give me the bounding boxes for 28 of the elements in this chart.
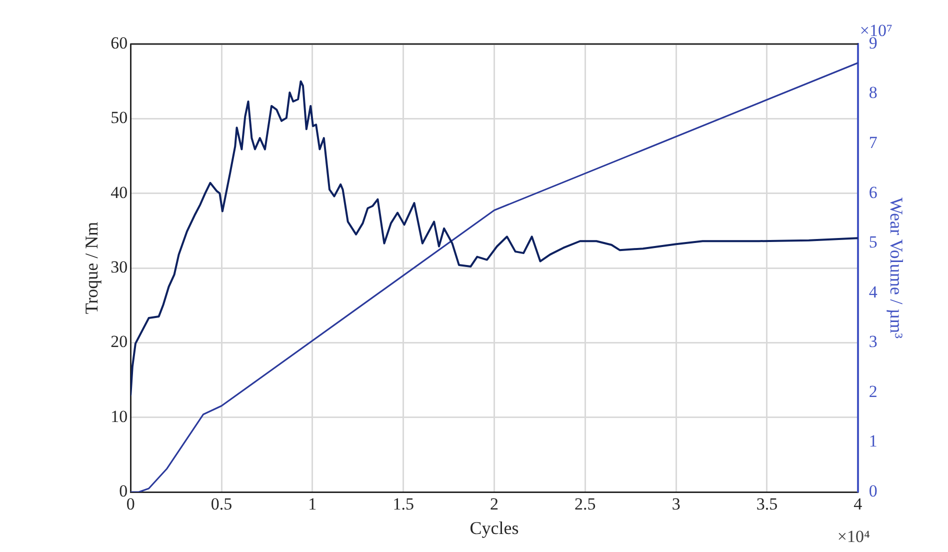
y2-axis-title: Wear Volume / µm³ xyxy=(886,197,906,340)
x-tick-label: 2.5 xyxy=(574,494,596,514)
x-tick-label: 1.5 xyxy=(392,494,414,514)
x-axis-title: Cycles xyxy=(470,518,519,538)
y2-tick-label: 7 xyxy=(868,133,878,152)
x-tick-label: 2 xyxy=(490,494,498,514)
y2-tick-label: 2 xyxy=(868,382,878,401)
y-tick-label: 30 xyxy=(110,257,128,276)
y-tick-label: 10 xyxy=(110,406,128,426)
y2-tick-label: 5 xyxy=(868,232,878,252)
y2-tick-label: 8 xyxy=(868,83,878,102)
x-tick-label: 1 xyxy=(308,494,317,514)
y2-tick-label: 6 xyxy=(868,182,878,202)
y2-tick-label: 0 xyxy=(868,481,878,500)
y2-tick-label: 1 xyxy=(868,432,878,451)
y-tick-label: 0 xyxy=(119,481,128,500)
y2-tick-label: 3 xyxy=(868,332,878,352)
y-tick-label: 20 xyxy=(110,332,128,352)
x-tick-label: 4 xyxy=(854,494,863,514)
text: ×10⁴ xyxy=(837,527,870,546)
y-tick-label: 40 xyxy=(110,182,128,202)
y-tick-label: 50 xyxy=(110,108,128,128)
y-tick-label: 60 xyxy=(110,33,128,52)
x-tick-label: 3.5 xyxy=(756,494,778,514)
y-axis-title: Troque / Nm xyxy=(82,222,102,314)
x-tick-label: 3 xyxy=(672,494,680,514)
x-tick-label: 0.5 xyxy=(210,494,232,514)
y2-tick-label: 4 xyxy=(868,282,878,302)
